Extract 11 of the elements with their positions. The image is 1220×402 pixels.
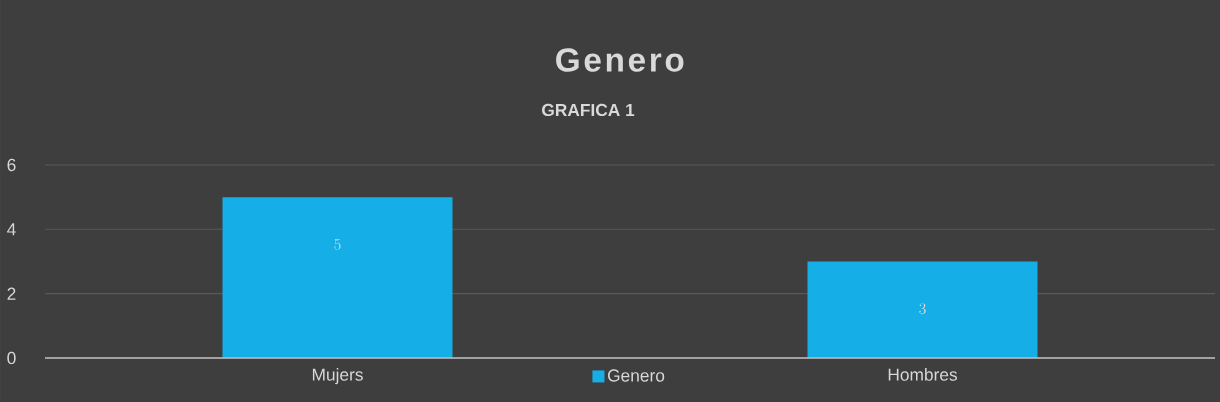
chart-title: Genero xyxy=(556,48,684,72)
y-tick-label: 2 xyxy=(7,287,16,300)
x-tick-label: Mujers xyxy=(312,368,363,385)
chart-subtitle: GRAFICA 1 xyxy=(542,103,635,117)
legend-label: Genero xyxy=(607,369,665,382)
y-tick-label: 4 xyxy=(7,223,16,236)
data-label: 5 xyxy=(334,238,341,250)
data-label: 3 xyxy=(919,303,926,315)
x-tick-label: Hombres xyxy=(888,368,958,381)
y-tick-label: 0 xyxy=(7,351,16,365)
y-tick-label: 6 xyxy=(7,158,16,172)
